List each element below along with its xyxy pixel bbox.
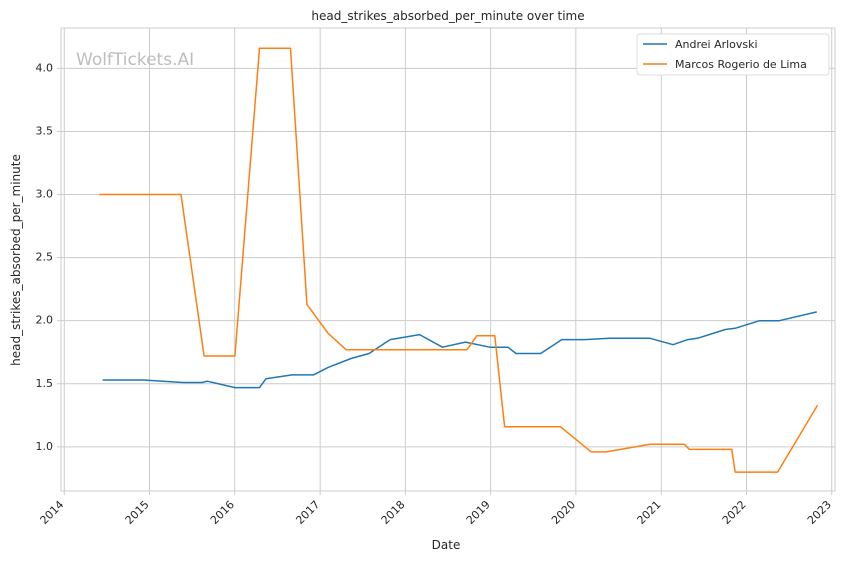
y-tick-label: 2.5	[36, 251, 54, 264]
y-tick-label: 1.0	[36, 440, 54, 453]
watermark: WolfTickets.AI	[76, 50, 194, 70]
y-axis-title: head_strikes_absorbed_per_minute	[9, 154, 23, 366]
plot-frame	[60, 27, 836, 492]
series-lines	[99, 47, 819, 473]
legend-label-andrei-arlovski: Andrei Arlovski	[675, 38, 758, 51]
y-tick-label: 2.0	[36, 314, 54, 327]
series-line-marcos-rogerio-de-lima	[99, 47, 819, 473]
y-tick-label: 1.5	[36, 377, 54, 390]
legend: Andrei Arlovski Marcos Rogerio de Lima	[636, 33, 830, 76]
grid	[61, 28, 835, 491]
y-tick-label: 3.0	[36, 188, 54, 201]
y-tick-label: 3.5	[36, 124, 54, 137]
legend-label-marcos-rogerio-de-lima: Marcos Rogerio de Lima	[675, 58, 807, 71]
y-axis-ticks: 1.0 1.5 2.0 2.5 3.0 3.5 4.0	[36, 61, 61, 453]
chart-title: head_strikes_absorbed_per_minute over ti…	[311, 9, 584, 23]
y-tick-label: 4.0	[36, 61, 54, 74]
series-line-andrei-arlovski	[102, 311, 817, 389]
x-axis-title: Date	[432, 538, 461, 552]
legend-box	[636, 33, 830, 76]
